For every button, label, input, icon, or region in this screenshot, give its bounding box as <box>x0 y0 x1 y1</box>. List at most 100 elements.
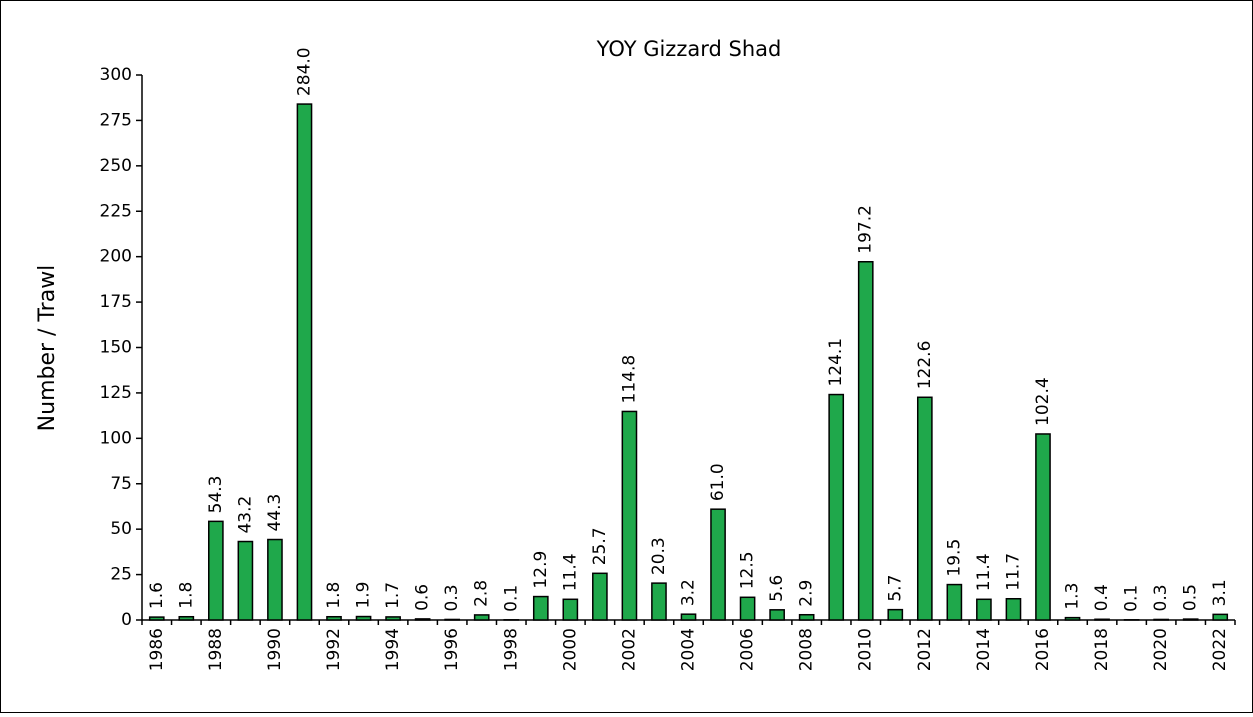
value-label: 43.2 <box>235 496 255 534</box>
bar <box>238 542 252 620</box>
value-label: 1.3 <box>1063 583 1083 610</box>
bar <box>268 540 282 620</box>
x-tick-label: 2016 <box>1033 628 1053 671</box>
x-tick-label: 2012 <box>915 628 935 671</box>
bar <box>681 614 695 620</box>
bar <box>445 619 459 620</box>
value-label: 0.4 <box>1092 584 1112 611</box>
value-label: 1.8 <box>324 582 344 609</box>
y-axis-label: Number / Trawl <box>35 265 60 432</box>
x-tick-label: 1988 <box>206 628 226 671</box>
bar <box>770 610 784 620</box>
y-tick-label: 0 <box>121 610 132 630</box>
x-tick-label: 1992 <box>324 628 344 671</box>
value-label: 124.1 <box>826 338 846 387</box>
value-label: 44.3 <box>265 494 285 532</box>
value-label: 19.5 <box>944 539 964 577</box>
value-label: 1.9 <box>354 582 374 609</box>
x-tick-label: 2000 <box>560 628 580 671</box>
bar <box>711 509 725 620</box>
x-tick-label: 1986 <box>147 628 167 671</box>
y-tick-label: 125 <box>100 383 132 403</box>
value-label: 2.8 <box>472 580 492 607</box>
value-label: 11.4 <box>974 553 994 591</box>
y-tick-label: 250 <box>100 156 132 176</box>
bar <box>1036 434 1050 620</box>
value-label: 0.3 <box>1151 584 1171 611</box>
bar <box>593 573 607 620</box>
bar <box>150 617 164 620</box>
bar <box>652 583 666 620</box>
value-label: 114.8 <box>619 355 639 404</box>
bar <box>1213 614 1227 620</box>
value-label: 284.0 <box>294 47 314 96</box>
value-label: 12.5 <box>738 551 758 589</box>
x-tick-label: 2006 <box>738 628 758 671</box>
bar <box>977 599 991 620</box>
x-tick-label: 2002 <box>619 628 639 671</box>
value-label: 2.9 <box>797 580 817 607</box>
bar <box>1184 619 1198 620</box>
bar <box>297 104 311 620</box>
bar <box>534 597 548 620</box>
x-tick-label: 2008 <box>797 628 817 671</box>
y-tick-label: 275 <box>100 110 132 130</box>
value-label: 20.3 <box>649 537 669 575</box>
value-label: 197.2 <box>856 205 876 254</box>
bar <box>888 610 902 620</box>
value-label: 5.7 <box>885 575 905 602</box>
value-label: 0.3 <box>442 584 462 611</box>
x-tick-label: 1998 <box>501 628 521 671</box>
x-tick-label: 2004 <box>679 628 699 671</box>
y-tick-label: 150 <box>100 338 132 358</box>
x-tick-label: 2022 <box>1210 628 1230 671</box>
bar <box>740 597 754 620</box>
x-tick-label: 2010 <box>856 628 876 671</box>
bar <box>1095 619 1109 620</box>
y-tick-label: 225 <box>100 201 132 221</box>
x-tick-label: 1994 <box>383 628 403 671</box>
bar <box>475 615 489 620</box>
value-label: 11.4 <box>560 553 580 591</box>
y-tick-label: 50 <box>110 519 132 539</box>
y-tick-label: 100 <box>100 428 132 448</box>
y-tick-label: 175 <box>100 292 132 312</box>
value-label: 5.6 <box>767 575 787 602</box>
bar <box>829 395 843 620</box>
x-tick-label: 1996 <box>442 628 462 671</box>
bar <box>800 615 814 620</box>
x-tick-label: 2014 <box>974 628 994 671</box>
value-label: 0.1 <box>501 585 521 612</box>
value-label: 122.6 <box>915 341 935 390</box>
y-tick-label: 200 <box>100 247 132 267</box>
value-label: 1.8 <box>176 582 196 609</box>
bar <box>859 262 873 620</box>
value-label: 1.7 <box>383 582 403 609</box>
bar <box>179 617 193 620</box>
x-tick-label: 1990 <box>265 628 285 671</box>
y-tick-label: 75 <box>110 474 132 494</box>
bar <box>327 617 341 620</box>
x-tick-label: 2018 <box>1092 628 1112 671</box>
value-label: 102.4 <box>1033 377 1053 426</box>
value-label: 25.7 <box>590 527 610 565</box>
bar <box>1006 599 1020 620</box>
value-label: 54.3 <box>206 475 226 513</box>
value-label: 12.9 <box>531 551 551 589</box>
value-label: 11.7 <box>1003 553 1023 591</box>
value-label: 0.6 <box>413 584 433 611</box>
value-label: 3.1 <box>1210 579 1230 606</box>
chart-title: YOY Gizzard Shad <box>596 37 782 61</box>
bar <box>386 617 400 620</box>
value-label: 0.5 <box>1181 584 1201 611</box>
bar <box>356 617 370 620</box>
bar <box>209 521 223 620</box>
bar <box>947 585 961 620</box>
value-label: 0.1 <box>1122 585 1142 612</box>
value-label: 1.6 <box>147 582 167 609</box>
bar <box>1065 618 1079 620</box>
bar <box>416 619 430 620</box>
bar <box>1154 619 1168 620</box>
bar <box>918 397 932 620</box>
y-tick-label: 25 <box>110 565 132 585</box>
